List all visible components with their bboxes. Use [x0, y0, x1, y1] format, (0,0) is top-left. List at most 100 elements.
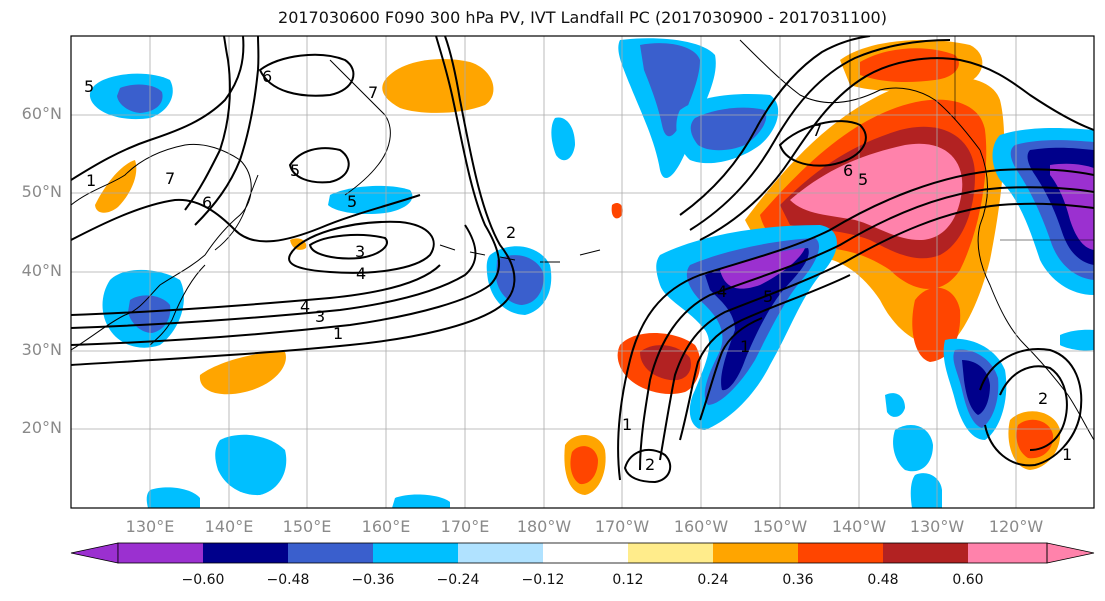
- pv-contour: [639, 186, 1094, 471]
- pv-contour: [679, 36, 871, 216]
- colorbar-swatch: [458, 543, 543, 563]
- ivt-negative-region: [885, 393, 905, 417]
- pv-contour: [679, 274, 851, 441]
- lon-label: 170°E: [440, 517, 490, 536]
- lat-label: 40°N: [21, 261, 62, 280]
- lon-label: 130°E: [125, 517, 175, 536]
- contour-label: 1: [1062, 445, 1072, 464]
- lon-label: 170°W: [594, 517, 650, 536]
- ivt-negative-region: [720, 248, 805, 289]
- lat-label: 60°N: [21, 104, 62, 123]
- pv-contour: [699, 57, 1094, 241]
- aleutian-islands: [439, 244, 601, 263]
- lat-label: 20°N: [21, 418, 62, 437]
- pv-contour: [617, 168, 1094, 481]
- colorbar-swatch: [883, 543, 968, 563]
- kamchatka-coastline: [329, 59, 391, 196]
- map-title: 2017030600 F090 300 hPa PV, IVT Landfall…: [278, 8, 887, 27]
- ivt-positive-region: [199, 351, 286, 395]
- pv-contours: [71, 36, 1094, 484]
- contour-label: 2: [1038, 389, 1048, 408]
- lon-label: 150°W: [752, 517, 808, 536]
- ivt-negative-region: [146, 487, 200, 508]
- colorbar-swatch: [118, 543, 203, 563]
- pv-contour: [288, 147, 350, 184]
- pv-contour: [71, 194, 421, 243]
- ivt-positive-region: [570, 446, 598, 485]
- contour-label: 4: [356, 264, 366, 283]
- ivt-negative-region: [962, 360, 990, 415]
- pv-contour: [778, 120, 867, 167]
- colorbar-tick-label: 0.60: [952, 572, 984, 588]
- colorbar-tick-label: −0.24: [436, 572, 480, 588]
- colorbar-tick-label: −0.48: [266, 572, 310, 588]
- colorbar-arrow-right: [1046, 542, 1095, 564]
- contour-label: 1: [740, 337, 750, 356]
- contour-label: 7: [812, 121, 822, 140]
- plot-frame: [70, 35, 1095, 509]
- colorbar-swatch: [288, 543, 373, 563]
- colorbar-swatch: [203, 543, 288, 563]
- contour-label: 7: [368, 83, 378, 102]
- ivt-negative-region: [640, 43, 700, 137]
- gridlines: [71, 36, 1094, 508]
- ivt-negative-region: [551, 117, 575, 161]
- colorbar-tick-label: 0.36: [782, 572, 814, 588]
- ivt-negative-region: [690, 107, 767, 151]
- na-west-coastline: [977, 149, 1094, 441]
- pv-contour: [71, 224, 477, 329]
- ivt-negative-region: [1050, 163, 1094, 250]
- pv-contour: [979, 348, 1083, 467]
- lon-label: 130°W: [909, 517, 965, 536]
- lon-label: 140°W: [831, 517, 887, 536]
- contour-label: 1: [333, 324, 343, 343]
- ivt-positive-region: [95, 160, 137, 213]
- ivt-positive-region: [860, 48, 959, 83]
- ivt-positive-region: [1016, 419, 1054, 459]
- contour-label: 6: [202, 193, 212, 212]
- contour-label: 6: [843, 161, 853, 180]
- colorbar-arrow-left: [70, 542, 119, 564]
- lon-label: 160°W: [673, 517, 729, 536]
- contour-label: 6: [262, 67, 272, 86]
- lon-label: 160°E: [361, 517, 411, 536]
- asia-coastline: [71, 143, 252, 351]
- ivt-negative-region: [496, 255, 544, 305]
- pv-contour: [659, 202, 1094, 461]
- ivt-shading: [89, 38, 1094, 508]
- ivt-positive-region: [790, 143, 963, 240]
- lat-label: 50°N: [21, 182, 62, 201]
- contour-label: 7: [165, 169, 175, 188]
- colorbar-swatch: [543, 543, 628, 563]
- contour-label: 3: [315, 307, 325, 326]
- colorbar-swatch: [798, 543, 883, 563]
- pv-contour: [699, 317, 763, 421]
- colorbar-tick-label: 0.12: [612, 572, 644, 588]
- lon-label: 150°E: [282, 517, 332, 536]
- contour-label: 4: [300, 297, 310, 316]
- lon-label: 140°E: [204, 517, 254, 536]
- contour-label: 1: [86, 171, 96, 190]
- contour-label: 3: [355, 242, 365, 261]
- ivt-negative-region: [893, 425, 933, 472]
- contour-label: 5: [84, 77, 94, 96]
- contour-label: 5: [763, 287, 773, 306]
- colorbar-tick-label: −0.60: [181, 572, 225, 588]
- colorbar: [70, 542, 1095, 564]
- contour-label: 2: [645, 455, 655, 474]
- contour-label: 4: [717, 282, 727, 301]
- colorbar-tick-label: 0.48: [867, 572, 899, 588]
- pv-contour: [184, 36, 231, 211]
- ivt-negative-region: [910, 473, 942, 508]
- colorbar-tick-label: −0.36: [351, 572, 395, 588]
- colorbar-swatch: [373, 543, 458, 563]
- ivt-positive-region: [611, 203, 623, 219]
- pv-contour: [308, 233, 388, 260]
- pv-contour: [288, 220, 435, 274]
- pv-contour: [71, 36, 245, 181]
- pv-contour: [71, 264, 441, 316]
- lat-label: 30°N: [21, 340, 62, 359]
- contour-label: 5: [347, 192, 357, 211]
- contour-label: 5: [858, 170, 868, 189]
